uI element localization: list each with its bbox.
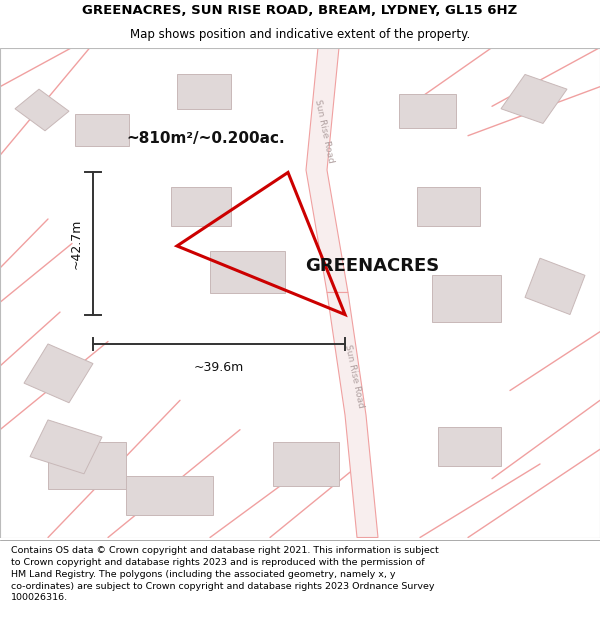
Polygon shape xyxy=(273,442,339,486)
Text: Sun Rise Road: Sun Rise Road xyxy=(313,98,335,163)
Text: ~810m²/~0.200ac.: ~810m²/~0.200ac. xyxy=(126,131,284,146)
Polygon shape xyxy=(15,89,69,131)
Polygon shape xyxy=(171,187,231,226)
Polygon shape xyxy=(417,187,480,226)
Polygon shape xyxy=(432,276,501,322)
Polygon shape xyxy=(24,344,93,402)
Text: Map shows position and indicative extent of the property.: Map shows position and indicative extent… xyxy=(130,28,470,41)
Polygon shape xyxy=(525,258,585,314)
Polygon shape xyxy=(126,476,213,516)
Text: ~39.6m: ~39.6m xyxy=(194,361,244,374)
Polygon shape xyxy=(438,428,501,466)
Text: Contains OS data © Crown copyright and database right 2021. This information is : Contains OS data © Crown copyright and d… xyxy=(11,546,439,602)
Polygon shape xyxy=(177,74,231,109)
Polygon shape xyxy=(75,114,129,146)
Text: GREENACRES: GREENACRES xyxy=(305,256,439,274)
Polygon shape xyxy=(327,292,378,538)
Text: Sun Rise Road: Sun Rise Road xyxy=(343,343,365,408)
Text: ~42.7m: ~42.7m xyxy=(69,218,82,269)
Polygon shape xyxy=(30,420,102,474)
Polygon shape xyxy=(306,48,348,292)
Polygon shape xyxy=(210,251,285,292)
Polygon shape xyxy=(399,94,456,128)
Polygon shape xyxy=(501,74,567,124)
Polygon shape xyxy=(48,442,126,489)
Text: GREENACRES, SUN RISE ROAD, BREAM, LYDNEY, GL15 6HZ: GREENACRES, SUN RISE ROAD, BREAM, LYDNEY… xyxy=(82,4,518,17)
